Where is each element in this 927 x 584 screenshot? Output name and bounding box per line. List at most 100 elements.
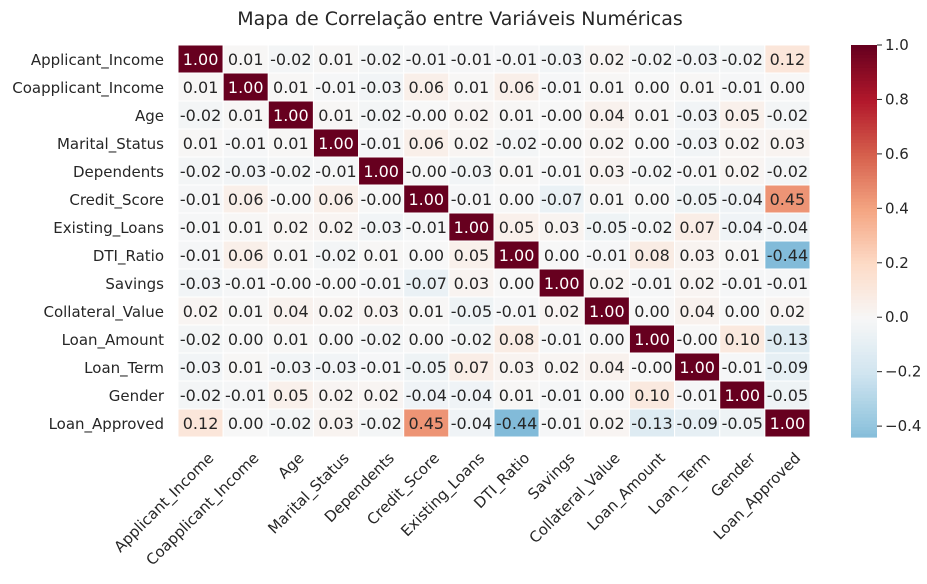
cell-value-label: 0.01 [228,106,264,125]
cell-value-label: 1.00 [363,162,399,181]
cell-value-label: -0.02 [180,386,221,405]
heatmap-cell [674,408,721,438]
cell-value-label: -0.02 [180,330,221,349]
colorbar-segment [851,309,877,314]
heatmap-cell [764,184,811,214]
colorbar-segment [851,273,877,278]
colorbar-segment [851,116,877,121]
cell-value-label: -0.02 [496,134,537,153]
colorbar-segment [851,172,877,177]
colorbar-segment [851,205,877,209]
heatmap-cell [222,184,269,214]
heatmap-cell [448,240,495,270]
cell-value-label: 0.05 [454,246,490,265]
y-tick-label: Credit_Score [69,191,164,210]
colorbar-segment [851,267,877,271]
colorbar-segment [851,113,877,118]
cell-value-label: -0.01 [676,162,717,181]
cell-value-label: -0.01 [315,78,356,97]
colorbar-segment [851,129,877,134]
cell-value-label: 1.00 [499,246,535,265]
colorbar-segment [851,80,877,85]
cell-value-label: 0.02 [770,302,806,321]
cell-value-label: -0.00 [406,106,447,125]
heatmap-cell [312,128,360,158]
cell-value-label: -0.03 [225,162,266,181]
y-tick-label: Coapplicant_Income [12,79,164,98]
colorbar-segment [851,87,877,92]
heatmap-cell [719,156,766,186]
colorbar-segment [851,254,877,258]
cell-value-label: -0.01 [631,274,672,293]
colorbar-tick-label: 1.0 [885,36,909,54]
cell-value-label: 0.06 [318,190,354,209]
colorbar-segment [851,371,877,376]
heatmap-cell [764,352,811,382]
colorbar-segment [851,404,877,409]
heatmap-cell [448,324,495,354]
cell-value-label: 0.02 [589,50,625,69]
cell-value-label: 0.02 [318,218,354,237]
cell-value-label: 0.00 [589,330,625,349]
cell-value-label: -0.01 [315,162,356,181]
x-tick-label: Loan_Amount [584,449,670,535]
colorbar-segment [851,227,877,232]
heatmap-cell [764,408,811,438]
cell-value-label: 0.02 [589,274,625,293]
colorbar-segment [851,221,877,226]
heatmap-cells: 1.00 0.01 -0.02 0.01 -0.02 -0.01 -0.01 -0.01 -0.… [177,44,811,438]
colorbar-segment [851,433,877,438]
heatmap-cell [312,408,360,438]
cell-value-label: -0.03 [180,358,221,377]
heatmap-cell [674,156,721,186]
cell-value-label: 0.01 [589,190,625,209]
colorbar-segment [851,263,877,268]
heatmap-cell [493,268,540,298]
y-tick-label: Marital_Status [57,135,164,154]
heatmap-cell [403,184,450,214]
heatmap-cell [628,212,676,242]
colorbar-segment [851,195,877,200]
cell-value-label: 0.01 [589,78,625,97]
heatmap-cell [493,296,540,326]
cell-value-label: 0.01 [499,162,535,181]
cell-value-label: -0.01 [767,274,808,293]
cell-value-label: 1.00 [634,330,670,349]
colorbar-segment [851,361,877,366]
colorbar-segment [851,218,877,222]
colorbar-segment [851,48,877,53]
colorbar-segment [851,312,877,317]
heatmap-cell [583,268,630,298]
heatmap-cell [583,44,630,74]
cell-value-label: 0.02 [318,302,354,321]
heatmap-cell [222,324,269,354]
cell-value-label: 0.45 [770,190,806,209]
colorbar-segment [851,391,877,396]
colorbar: −0.4 −0.2 0.0 0.2 0.4 0.6 0.8 1.0 [851,36,921,438]
cell-value-label: 0.01 [273,78,309,97]
cell-value-label: -0.44 [767,246,808,265]
y-tick-label: Loan_Approved [49,415,164,434]
colorbar-segment [851,159,877,164]
colorbar-segment [851,296,877,301]
cell-value-label: -0.00 [360,190,401,209]
colorbar-segment [851,188,877,193]
cell-value-label: 1.00 [408,190,444,209]
heatmap-cell [358,380,405,410]
heatmap-cell [222,44,269,74]
heatmap-cell [493,324,540,354]
colorbar-tick-label: 0.4 [885,199,909,217]
cell-value-label: 0.02 [454,106,490,125]
heatmap-cell [403,408,450,438]
heatmap-cell [764,128,811,158]
cell-value-label: -0.01 [451,190,492,209]
cell-value-label: 0.00 [318,330,354,349]
cell-value-label: 0.04 [589,106,625,125]
heatmap-cell [448,184,495,214]
colorbar-segment [851,74,877,79]
heatmap-cell [628,156,676,186]
cell-value-label: -0.44 [496,414,537,433]
heatmap-cell [403,72,450,102]
heatmap-cell [177,352,224,382]
colorbar-segment [851,133,877,138]
